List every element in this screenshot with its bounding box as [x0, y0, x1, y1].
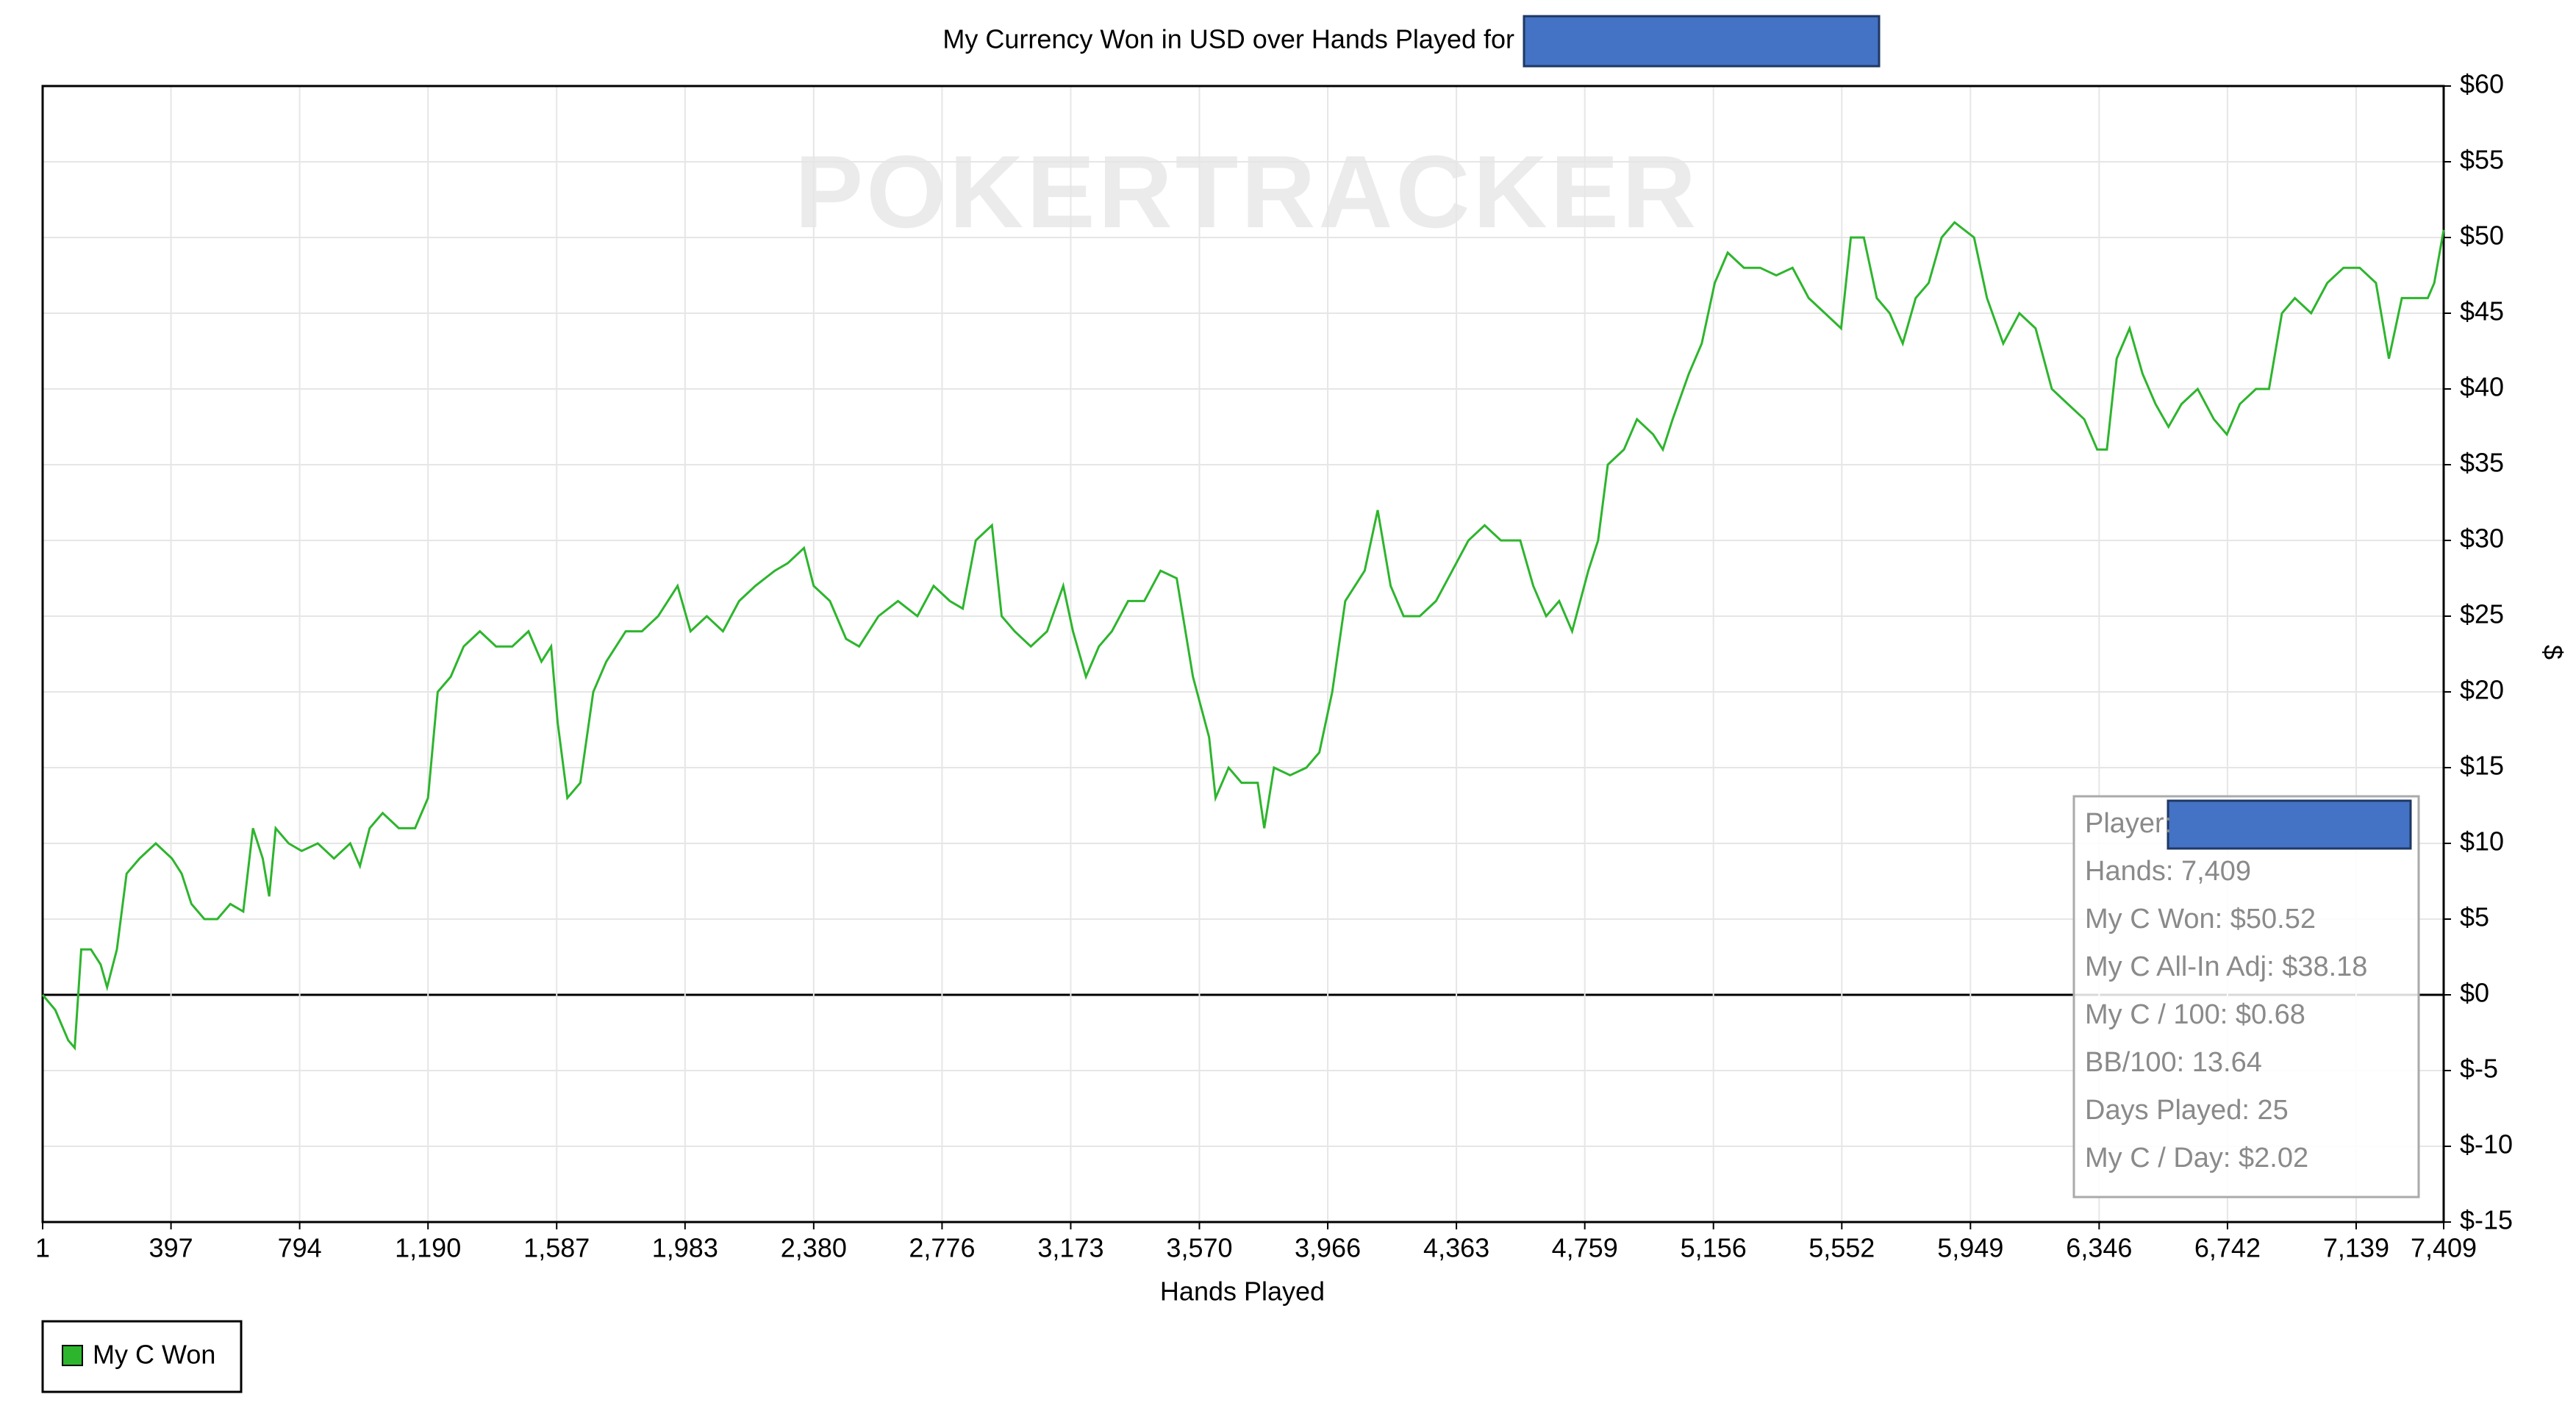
info-line: Days Played: 25	[2085, 1095, 2289, 1126]
y-tick-label: $55	[2460, 145, 2504, 175]
y-axis-label: $	[2538, 645, 2568, 660]
info-line: BB/100: 13.64	[2085, 1047, 2262, 1078]
plot: $-15 $-10 $-5 $0 $5 $10 $15 $20 $25 $30 $35 $40 $45 $…	[35, 69, 2513, 1263]
info-line: Player:	[2085, 808, 2172, 839]
x-tick-label: 1,983	[652, 1233, 718, 1263]
y-tick-label: $-15	[2460, 1205, 2513, 1235]
y-tick-label: $30	[2460, 524, 2504, 554]
x-tick-label: 4,759	[1552, 1233, 1618, 1263]
redacted-name	[1523, 15, 1881, 68]
plot-frame	[41, 85, 2445, 1224]
x-tick-label: 3,173	[1037, 1233, 1103, 1263]
x-tick-label: 794	[278, 1233, 322, 1263]
x-tick-label: 1,190	[395, 1233, 461, 1263]
x-tick-label: 6,742	[2194, 1233, 2261, 1263]
y-tick-label: $35	[2460, 448, 2504, 478]
x-tick-label: 2,380	[781, 1233, 847, 1263]
y-tick-label: $20	[2460, 675, 2504, 705]
info-line: My C / 100: $0.68	[2085, 999, 2305, 1030]
x-tick-label: 397	[149, 1233, 193, 1263]
x-tick-label: 2,776	[909, 1233, 975, 1263]
y-tick-label: $40	[2460, 372, 2504, 402]
x-tick-label: 1	[35, 1233, 50, 1263]
x-tick-label: 3,570	[1166, 1233, 1232, 1263]
info-line: My C All-In Adj: $38.18	[2085, 951, 2367, 982]
x-tick-label: 7,139	[2323, 1233, 2389, 1263]
info-box	[2072, 795, 2420, 1199]
y-tick-label: $45	[2460, 296, 2504, 326]
info-line: My C / Day: $2.02	[2085, 1143, 2308, 1174]
x-tick-label: 6,346	[2066, 1233, 2132, 1263]
x-tick-label: 5,552	[1808, 1233, 1875, 1263]
y-tick-label: $50	[2460, 221, 2504, 251]
y-tick-label: $-10	[2460, 1129, 2513, 1160]
y-tick-label: $5	[2460, 902, 2489, 932]
data-line	[41, 221, 2445, 1051]
legend-label: My C Won	[93, 1340, 215, 1370]
info-line: My C Won: $50.52	[2085, 904, 2316, 935]
x-tick-label: 4,363	[1423, 1233, 1489, 1263]
y-tick-label: $-5	[2460, 1054, 2498, 1084]
chart-title: My Currency Won in USD over Hands Played…	[942, 24, 1514, 54]
info-lines: Player: Hands: 7,409 My C Won: $50.52 My C …	[2085, 808, 2367, 1174]
y-tick-label: $25	[2460, 599, 2504, 629]
x-axis-label: Hands Played	[1160, 1276, 1325, 1307]
info-line: Hands: 7,409	[2085, 856, 2251, 887]
y-tick-label: $10	[2460, 826, 2504, 857]
x-tick-label: 5,156	[1681, 1233, 1747, 1263]
y-tick-label: $60	[2460, 69, 2504, 99]
x-tick-label: 3,966	[1295, 1233, 1361, 1263]
x-tick-label: 5,949	[1937, 1233, 2003, 1263]
y-tick-label: $15	[2460, 751, 2504, 781]
watermark: POKERTRACKER	[795, 134, 1699, 249]
y-tick-label: $0	[2460, 978, 2489, 1008]
x-tick-label: 7,409	[2411, 1233, 2477, 1263]
legend-swatch	[62, 1345, 83, 1366]
legend-items: My C Won	[62, 1340, 215, 1370]
x-tick-label: 1,587	[523, 1233, 590, 1263]
redacted-player	[2167, 799, 2412, 850]
